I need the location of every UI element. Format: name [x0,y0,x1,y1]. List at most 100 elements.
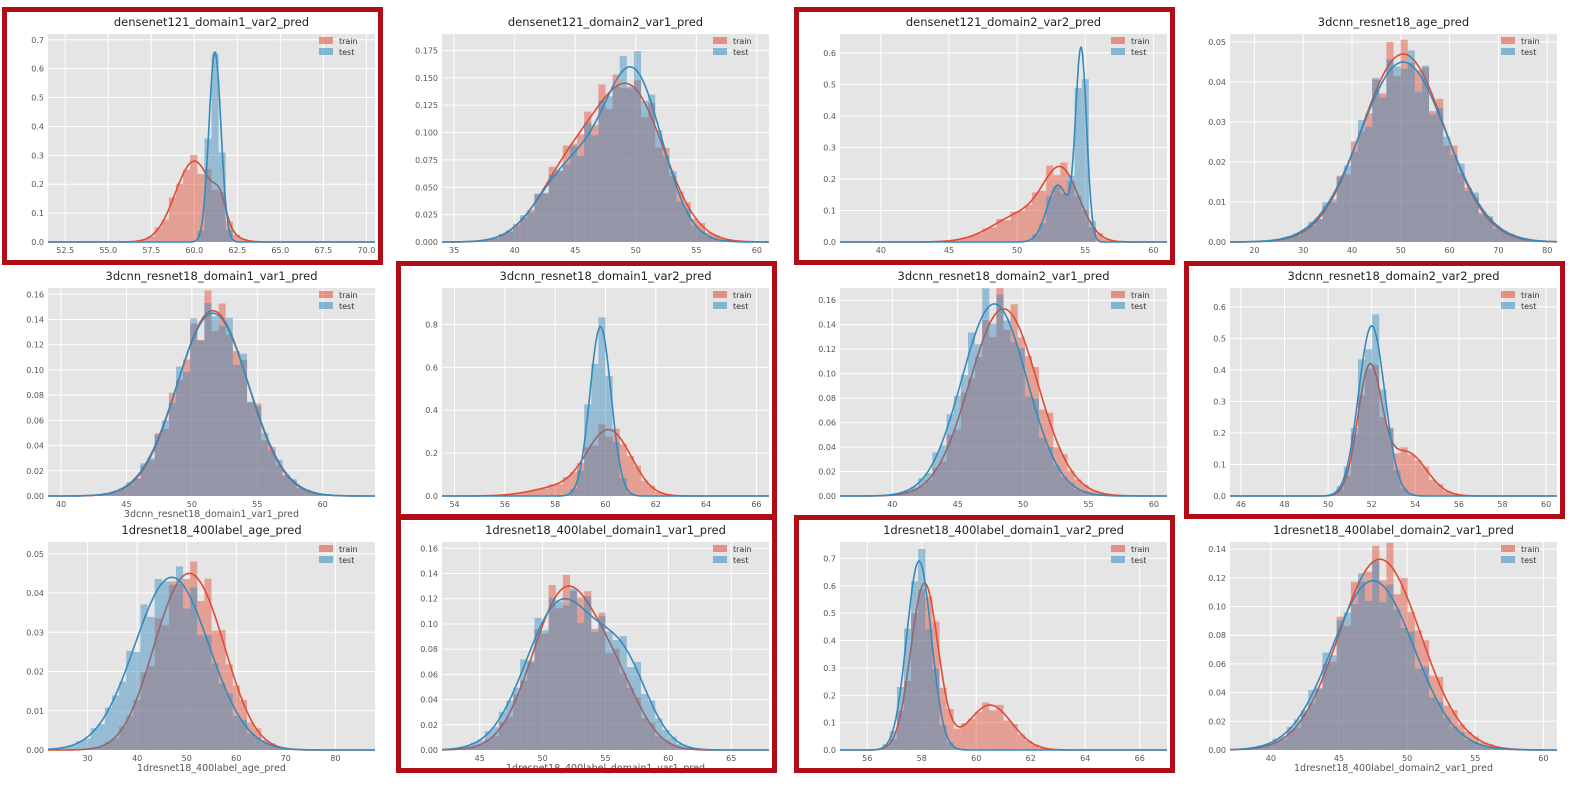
histogram-bar [1251,748,1259,750]
histogram-bar [989,337,997,496]
x-tick-label: 50 [1012,246,1022,255]
histogram-bar [662,730,670,750]
x-tick-label: 64 [701,500,711,509]
legend-label: train [733,37,752,46]
histogram-bar [577,134,585,242]
histogram-bar [591,135,599,242]
histogram-bar [662,494,670,496]
kde-line [48,51,375,243]
histogram-bar [527,662,535,750]
x-tick-label: 60 [971,754,981,763]
histogram-bar [1293,719,1302,750]
histogram-bar [1414,460,1422,496]
histogram-bar [612,86,620,242]
legend-label: test [339,556,354,565]
histogram-bar [1060,476,1068,496]
histogram-bar [982,228,990,242]
histogram-bar [197,340,205,496]
histogram-bar [548,484,556,496]
histogram-bar [619,56,627,242]
histogram-bar [175,379,184,496]
histogram-bar [119,681,127,750]
legend-label: test [1131,48,1146,57]
kde-line [442,65,769,243]
histogram-bar [633,465,642,496]
histogram-bar [168,584,176,750]
histogram-bar [90,728,98,750]
histogram-bar [946,414,954,496]
histogram-bar [1081,491,1089,496]
histogram-bar [1457,724,1465,750]
histogram-bar [1429,111,1437,243]
histogram-bar [1365,600,1373,750]
histogram-bar [1357,131,1366,242]
histogram-bar [548,166,556,242]
y-tick-label: 0.06 [818,419,836,428]
histogram-bar [705,236,713,242]
legend-label: train [733,291,752,300]
histogram-bar [960,392,968,496]
histogram-bar [648,102,656,242]
histogram-bar [232,351,240,496]
histogram-bar [1478,214,1486,242]
histogram-bar [690,225,698,242]
histogram-bar [190,561,198,750]
histogram-bar [562,477,570,496]
x-tick-label: 50 [1402,754,1412,763]
legend-swatch [1501,48,1515,55]
histogram-bar [247,402,255,496]
histogram-bar [1010,211,1018,242]
histogram-bar [161,219,169,242]
histogram-bar [960,237,968,242]
histogram-bar [577,622,585,750]
y-tick-label: 0.3 [1213,397,1226,406]
histogram-bar [140,463,148,496]
histogram-bar [1017,347,1025,496]
histogram-bar [605,631,613,750]
histogram-bar [211,316,219,496]
x-axis-label: 3dcnn_resnet18_domain1_var1_pred [124,509,299,520]
histogram-bar [1003,220,1011,242]
kde-line [840,560,1167,751]
histogram-bar [1450,145,1458,242]
histogram-bar [218,303,226,496]
histogram-bar [1343,466,1351,496]
histogram-bar [1379,580,1387,750]
histogram-bar [683,208,691,242]
legend-swatch [319,37,333,44]
histogram-bar [598,100,606,242]
y-tick-label: 0.04 [420,696,438,705]
y-tick-label: 0.04 [818,443,836,452]
histogram-bar [1436,107,1444,242]
histogram-bar [505,231,514,242]
y-tick-label: 0.10 [1208,603,1226,612]
y-tick-label: 0.4 [425,406,438,415]
histogram-bar [282,748,290,750]
histogram-bar [889,739,897,750]
chart-title: 3dcnn_resnet18_domain1_var1_pred [106,269,318,283]
histogram-bar [232,365,240,496]
histogram-bar [133,478,141,496]
histogram-bar [161,581,169,750]
histogram-bar [225,229,233,242]
histogram-bar [648,485,656,496]
histogram-bar [1407,50,1415,243]
histogram-bar [1336,486,1344,496]
histogram-bar [1379,602,1387,750]
histogram-bar [1322,206,1330,242]
legend-label: test [733,48,748,57]
histogram-bar [541,193,549,242]
y-tick-label: 0.02 [1208,158,1226,167]
x-tick-label: 60 [1538,754,1548,763]
histogram-bar [598,84,606,242]
kde-line [1230,324,1557,497]
histogram-bar [946,434,954,496]
histogram-bar [1507,233,1515,242]
y-tick-label: 0.6 [823,582,836,591]
histogram-bar [204,169,212,242]
histogram-bar [1039,438,1047,496]
plot-area [48,542,375,750]
histogram-bar [1039,223,1047,242]
histogram-bar [662,147,670,242]
histogram-bar [197,340,205,496]
